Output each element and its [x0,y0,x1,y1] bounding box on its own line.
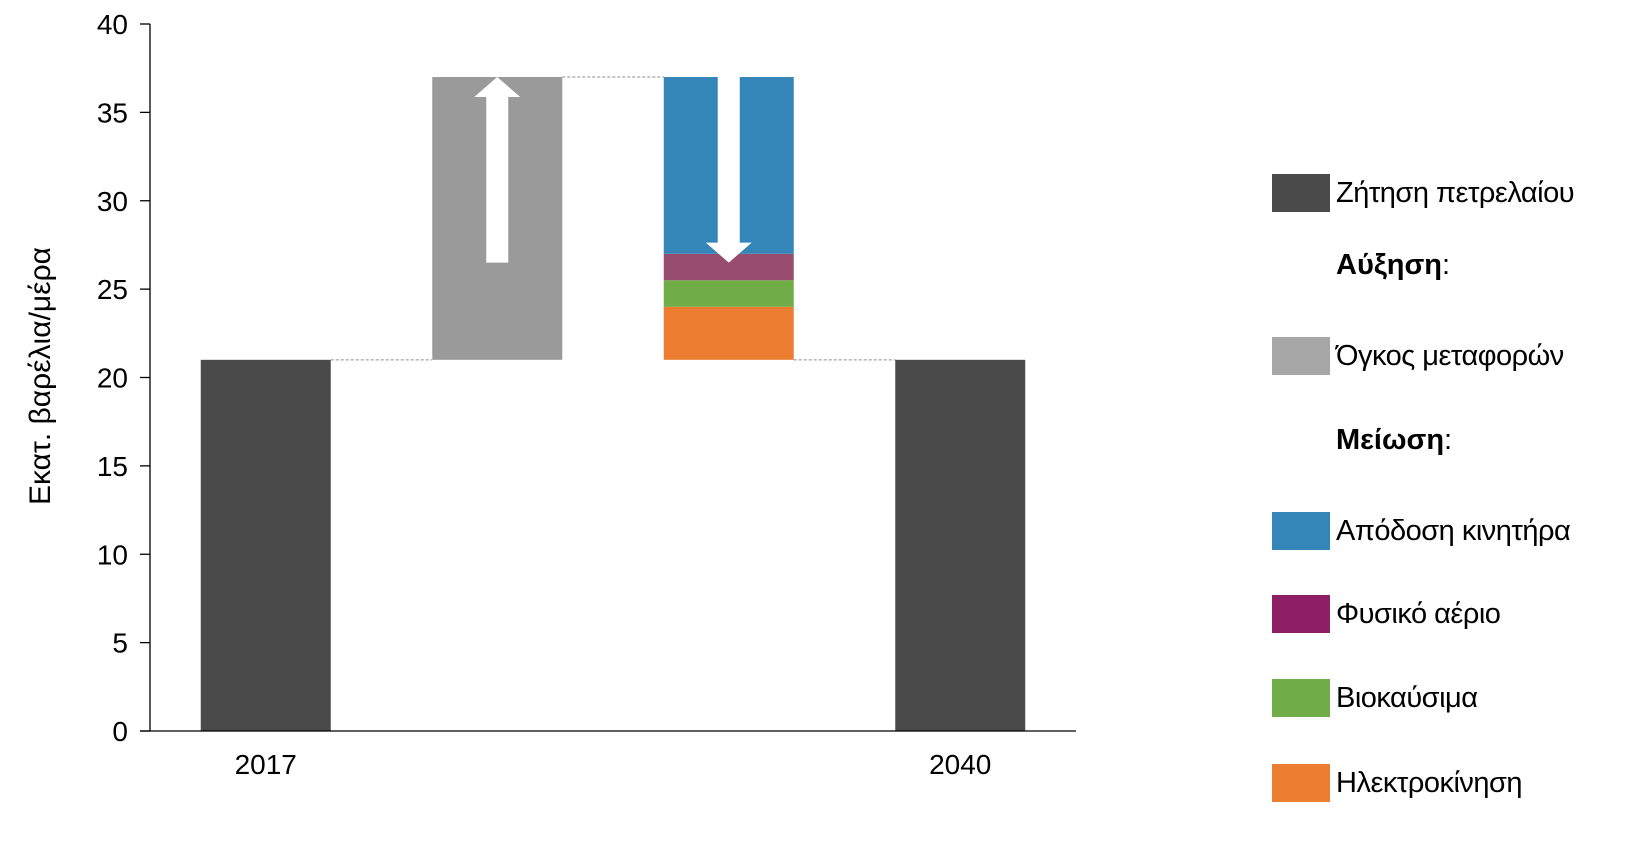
legend-heading-suffix: : [1442,249,1451,281]
bar-βιοκαύσιμα [663,280,794,307]
legend-label: Ηλεκτροκίνηση [1336,766,1523,799]
arrow-down-icon [705,77,752,263]
legend-swatch [1272,174,1330,212]
legend-item-όγκος-μεταφορών: Όγκος μεταφορών [1272,336,1564,376]
bar-ηλεκτροκίνηση [663,306,794,360]
legend-item-βιοκαύσιμα: Βιοκαύσιμα [1272,678,1478,718]
legend-heading-label: Μείωση [1336,424,1445,456]
legend-swatch [1272,512,1330,550]
legend-label: Όγκος μεταφορών [1336,339,1564,372]
legend-swatch [1272,679,1330,717]
connector-lines [330,76,896,361]
y-tick-label: 35 [97,97,128,128]
legend-swatch [1272,337,1330,375]
legend-label: Βιοκαύσιμα [1336,681,1478,714]
legend-heading-label: Αύξηση [1336,249,1443,281]
y-tick-label: 25 [97,274,128,305]
legend-heading-μείωση: Μείωση: [1336,424,1452,457]
y-tick-label: 40 [97,9,128,40]
bar-ζήτηση-πετρελαίου [895,359,1026,731]
legend-item-ζήτηση-πετρελαίου: Ζήτηση πετρελαίου [1272,173,1575,213]
legend-label: Απόδοση κινητήρα [1336,514,1571,547]
y-axis-title: Εκατ. βαρέλια/μέρα [24,247,57,505]
legend-heading-αύξηση: Αύξηση: [1336,249,1450,282]
legend-label: Φυσικό αέριο [1336,597,1501,630]
legend-item-φυσικό-αέριο: Φυσικό αέριο [1272,594,1501,634]
legend-label: Ζήτηση πετρελαίου [1336,176,1575,209]
y-tick-label: 0 [112,716,128,747]
bars [200,77,1026,731]
x-axis: 2017 2040 [140,730,1076,780]
legend-swatch [1272,764,1330,802]
waterfall-chart: 0 5 10 15 20 25 30 35 40 2017 2040 Εκατ. βαρέλια/… [24,9,1076,780]
y-tick-label: 20 [97,363,128,394]
x-tick-label: 2017 [235,749,297,780]
arrows [474,77,752,263]
legend-heading-suffix: : [1444,424,1453,456]
y-tick-label: 30 [97,186,128,217]
legend: Ζήτηση πετρελαίου Αύξηση: Όγκος μεταφορών Μ… [1272,0,1627,854]
y-axis: 0 5 10 15 20 25 30 35 40 [97,9,151,747]
legend-item-απόδοση-κινητήρα: Απόδοση κινητήρα [1272,511,1571,551]
y-tick-label: 10 [97,539,128,570]
y-tick-label: 15 [97,451,128,482]
legend-item-ηλεκτροκίνηση: Ηλεκτροκίνηση [1272,763,1523,803]
bar-ζήτηση-πετρελαίου [200,359,331,731]
legend-swatch [1272,595,1330,633]
arrow-up-icon [474,77,521,263]
y-tick-label: 5 [112,628,128,659]
x-tick-label: 2040 [929,749,991,780]
